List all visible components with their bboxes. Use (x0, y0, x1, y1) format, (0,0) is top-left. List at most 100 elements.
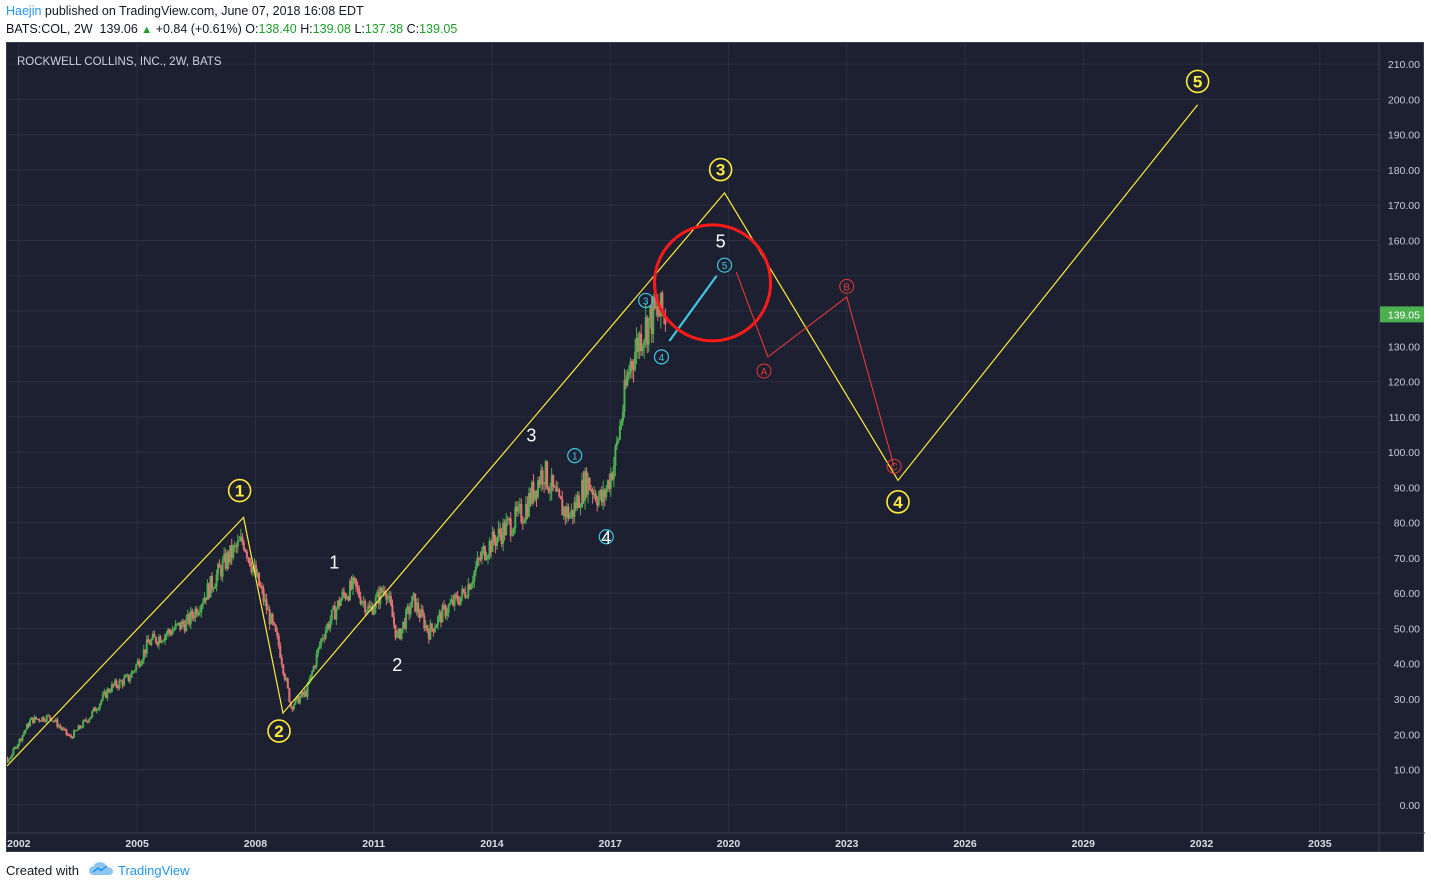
candle-body (188, 614, 191, 625)
candle-body (618, 425, 621, 439)
candle-body (546, 461, 549, 488)
candle-body (160, 640, 163, 643)
candle-body (503, 522, 506, 536)
candle-body (477, 558, 480, 560)
candle-body (277, 635, 280, 646)
candle-body (462, 588, 465, 593)
candle-body (391, 605, 394, 618)
candle-body (623, 380, 626, 412)
candle-body (30, 717, 33, 721)
candle-body (641, 345, 644, 352)
candle-body (73, 730, 76, 738)
candle-body (612, 466, 615, 480)
candle-body (106, 689, 109, 698)
primary-wave-circle (267, 719, 291, 743)
candle-body (82, 720, 85, 728)
candle-body (15, 747, 18, 749)
chart-header: Haejin published on TradingView.com, Jun… (0, 0, 1431, 42)
candle-body (646, 317, 649, 345)
intermediate-wave-label: 3 (526, 426, 536, 446)
candle-body (535, 490, 538, 498)
candle-body (333, 605, 336, 620)
chart-canvas[interactable]: 0.00 10.00 20.00 30.00 40.00 50.00 60.00 70.00 8… (7, 43, 1425, 853)
correction-label: C (890, 462, 897, 473)
candle-body (397, 629, 400, 634)
candle-body (209, 575, 212, 598)
candle-body (306, 684, 309, 697)
candle-body (408, 606, 411, 615)
candle-body (541, 470, 544, 483)
candle-body (230, 545, 233, 558)
candle-body (170, 632, 173, 635)
candle-body (92, 707, 95, 712)
candle-body (145, 639, 148, 654)
candle-body (116, 686, 119, 688)
candle-body (107, 689, 110, 692)
candle-body (13, 747, 16, 749)
candle-body (603, 489, 606, 498)
candle-body (103, 691, 106, 695)
candle-body (45, 715, 48, 722)
candle-body (26, 723, 29, 730)
candle-body (220, 567, 223, 577)
candle-body (148, 642, 151, 645)
candle-body (464, 592, 467, 598)
candle-body (168, 629, 171, 633)
candle-body (192, 616, 195, 619)
candle-body (640, 333, 643, 352)
intermediate-wave-label: 2 (392, 655, 402, 675)
y-tick-label: 110.00 (1389, 412, 1420, 424)
candle-body (396, 633, 399, 638)
candle-body (414, 593, 417, 612)
footer: Created with TradingView (0, 852, 1431, 888)
candle-body (179, 622, 182, 630)
candle-body (482, 546, 485, 551)
candle-body (573, 502, 576, 518)
y-tick-label: 0.00 (1400, 800, 1421, 812)
candle-body (24, 729, 27, 733)
candle-body (212, 588, 215, 590)
last-price: 139.06 (99, 22, 138, 36)
candle-body (593, 492, 596, 495)
candle-body (403, 621, 406, 629)
tradingview-cloud-icon[interactable] (88, 860, 114, 878)
candle-body (271, 614, 274, 623)
candle-body (180, 621, 183, 630)
candle-body (341, 591, 344, 600)
candle-body (570, 509, 573, 516)
candle-body (511, 533, 514, 536)
correction-label: A (761, 367, 768, 378)
candle-body (274, 624, 277, 632)
candle-body (496, 537, 499, 546)
last-price-tag (1380, 306, 1424, 323)
candle-body (232, 545, 235, 558)
tradingview-brand-link[interactable]: TradingView (118, 863, 190, 878)
candle-body (183, 624, 186, 632)
author-link[interactable]: Haejin (6, 4, 42, 18)
candle-body (374, 596, 377, 609)
candle-body (439, 612, 442, 623)
candle-body (502, 522, 505, 544)
candle-body (259, 585, 262, 588)
candle-body (411, 596, 414, 608)
candle-body (581, 480, 584, 508)
candle-body (430, 623, 433, 629)
chart-frame[interactable]: 0.00 10.00 20.00 30.00 40.00 50.00 60.00 70.00 8… (6, 42, 1425, 853)
minor-wave-circle (598, 529, 614, 545)
candle-body (356, 586, 359, 589)
candle-body (574, 502, 577, 508)
candle-body (104, 691, 107, 698)
candle-body (7, 759, 10, 762)
candle-body (486, 555, 489, 559)
candle-body (283, 673, 286, 680)
open-label: O: (245, 22, 259, 36)
low-value: 137.38 (364, 22, 404, 36)
y-tick-label: 80.00 (1394, 518, 1420, 530)
primary-wave-circle (708, 157, 733, 182)
candle-body (298, 697, 301, 704)
candle-body (79, 725, 82, 728)
candle-body (594, 492, 597, 501)
candle-body (51, 720, 54, 722)
y-tick-label: 130.00 (1388, 341, 1420, 353)
candle-body (9, 757, 12, 760)
